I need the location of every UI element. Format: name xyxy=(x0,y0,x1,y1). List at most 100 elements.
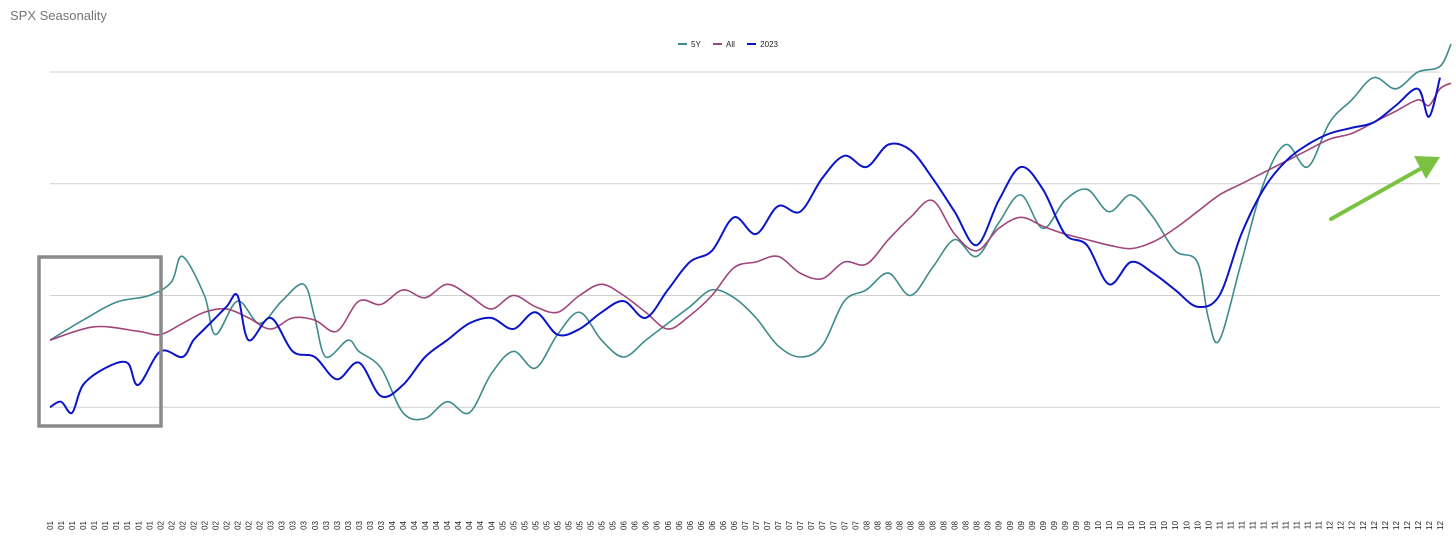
x-tick-label: 04 xyxy=(443,520,452,529)
x-tick-label: 12 xyxy=(1392,520,1401,529)
x-tick-label: 05 xyxy=(554,520,563,529)
x-tick-label: 05 xyxy=(565,520,574,529)
x-tick-label: 10 xyxy=(1160,520,1169,529)
legend-item-5y[interactable]: 5Y xyxy=(678,40,701,49)
x-tick-label: 08 xyxy=(929,520,938,529)
x-tick-label: 07 xyxy=(807,520,816,529)
series-line-2023 xyxy=(49,77,1441,415)
x-tick-label: 09 xyxy=(984,520,993,529)
legend-label-5y: 5Y xyxy=(691,40,701,49)
x-tick-label: 02 xyxy=(189,520,198,529)
x-tick-label: 12 xyxy=(1326,520,1335,529)
x-tick-label: 05 xyxy=(498,520,507,529)
x-tick-label: 05 xyxy=(509,520,518,529)
x-tick-label: 08 xyxy=(962,520,971,529)
x-tick-label: 11 xyxy=(1226,520,1235,529)
x-tick-label: 09 xyxy=(1039,520,1048,529)
x-tick-label: 02 xyxy=(245,520,254,529)
x-tick-label: 08 xyxy=(918,520,927,529)
x-tick-label: 11 xyxy=(1260,520,1269,529)
x-tick-label: 10 xyxy=(1094,520,1103,529)
x-tick-label: 06 xyxy=(730,520,739,529)
x-tick-label: 05 xyxy=(609,520,618,529)
x-tick-label: 03 xyxy=(366,520,375,529)
x-tick-label: 10 xyxy=(1193,520,1202,529)
x-tick-label: 04 xyxy=(487,520,496,529)
x-tick-label: 02 xyxy=(200,520,209,529)
x-tick-label: 10 xyxy=(1138,520,1147,529)
x-tick-label: 05 xyxy=(520,520,529,529)
x-tick-label: 05 xyxy=(531,520,540,529)
legend-item-all[interactable]: All xyxy=(713,40,735,49)
x-tick-label: 01 xyxy=(145,520,154,529)
series-lines xyxy=(49,43,1452,421)
x-tick-label: 01 xyxy=(79,520,88,529)
x-tick-label: 01 xyxy=(68,520,77,529)
x-tick-label: 11 xyxy=(1304,520,1313,529)
x-tick-label: 04 xyxy=(388,520,397,529)
x-tick-label: 06 xyxy=(664,520,673,529)
x-tick-label: 02 xyxy=(167,520,176,529)
x-tick-label: 10 xyxy=(1182,520,1191,529)
x-tick-label: 10 xyxy=(1116,520,1125,529)
x-tick-label: 07 xyxy=(818,520,827,529)
x-tick-label: 07 xyxy=(752,520,761,529)
x-tick-label: 01 xyxy=(112,520,121,529)
x-tick-label: 09 xyxy=(995,520,1004,529)
x-tick-label: 07 xyxy=(785,520,794,529)
x-tick-label: 11 xyxy=(1282,521,1291,530)
x-tick-label: 01 xyxy=(123,520,132,529)
x-tick-label: 08 xyxy=(862,520,871,529)
x-tick-label: 02 xyxy=(156,520,165,529)
x-tick-label: 08 xyxy=(884,520,893,529)
x-tick-label: 10 xyxy=(1105,520,1114,529)
x-tick-label: 03 xyxy=(377,521,386,530)
x-tick-label: 09 xyxy=(1072,521,1081,530)
x-tick-label: 09 xyxy=(1006,520,1015,529)
x-tick-label: 12 xyxy=(1414,520,1423,529)
x-tick-label: 12 xyxy=(1359,520,1368,529)
x-tick-label: 03 xyxy=(333,520,342,529)
x-tick-label: 05 xyxy=(576,520,585,529)
x-tick-label: 03 xyxy=(278,520,287,529)
x-tick-label: 08 xyxy=(873,520,882,529)
x-tick-label: 10 xyxy=(1149,520,1158,529)
x-tick-label: 07 xyxy=(763,520,772,529)
x-tick-label: 04 xyxy=(465,520,474,529)
x-tick-label: 03 xyxy=(300,520,309,529)
x-tick-label: 01 xyxy=(90,520,99,529)
x-tick-label: 02 xyxy=(234,520,243,529)
annotations xyxy=(37,156,1440,428)
x-tick-label: 04 xyxy=(399,520,408,529)
x-tick-label: 06 xyxy=(708,520,717,529)
chart-legend: 5Y All 2023 xyxy=(0,40,1456,49)
x-tick-label: 03 xyxy=(311,520,320,529)
x-tick-label: 03 xyxy=(344,520,353,529)
x-tick-label: 04 xyxy=(454,520,463,529)
x-tick-label: 02 xyxy=(223,520,232,529)
x-tick-label: 03 xyxy=(267,520,276,529)
x-tick-label: 11 xyxy=(1237,520,1246,529)
x-tick-label: 12 xyxy=(1370,520,1379,529)
x-tick-label: 08 xyxy=(895,520,904,529)
x-tick-label: 07 xyxy=(796,520,805,529)
x-tick-label: 09 xyxy=(1017,520,1026,529)
legend-item-2023[interactable]: 2023 xyxy=(747,40,778,49)
x-tick-label: 08 xyxy=(973,520,982,529)
x-tick-label: 05 xyxy=(598,520,607,529)
x-tick-label: 06 xyxy=(686,520,695,529)
x-tick-label: 06 xyxy=(653,520,662,529)
x-tick-label: 06 xyxy=(620,521,629,530)
x-tick-label: 06 xyxy=(675,520,684,529)
x-tick-label: 08 xyxy=(940,520,949,529)
x-tick-label: 01 xyxy=(101,520,110,529)
x-tick-label: 02 xyxy=(256,520,265,529)
x-tick-label: 09 xyxy=(1028,520,1037,529)
x-tick-label: 03 xyxy=(355,520,364,529)
x-tick-label: 10 xyxy=(1127,520,1136,529)
x-tick-label: 01 xyxy=(57,520,66,529)
x-tick-label: 11 xyxy=(1271,520,1280,529)
legend-label-2023: 2023 xyxy=(760,40,778,49)
x-tick-label: 11 xyxy=(1215,520,1224,529)
